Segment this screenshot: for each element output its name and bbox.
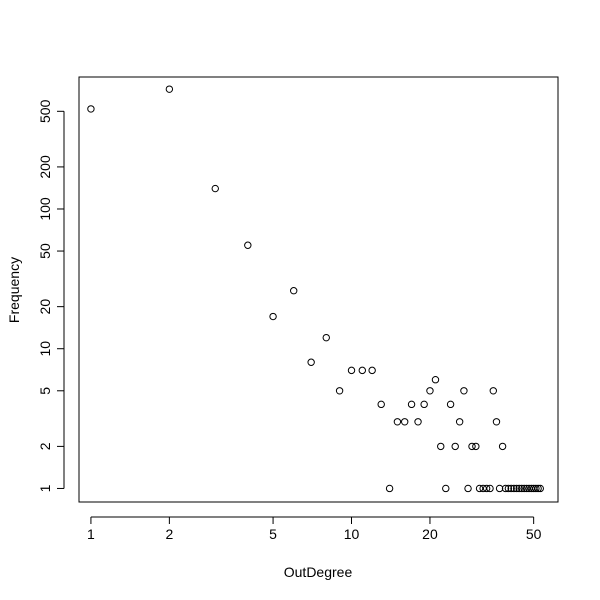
data-point	[489, 387, 497, 395]
data-point	[307, 358, 315, 366]
data-point	[518, 484, 526, 493]
data-point	[87, 105, 95, 113]
data-point	[532, 484, 540, 493]
data-point	[368, 366, 376, 375]
data-point	[504, 484, 513, 493]
data-point	[507, 484, 515, 493]
x-tick-label: 1	[87, 526, 95, 542]
data-point	[269, 312, 277, 321]
y-axis: 1 2 5 10 20 50 100 200 500	[37, 99, 65, 492]
y-tick-label: 2	[37, 442, 53, 450]
data-point	[358, 366, 366, 375]
data-point	[347, 366, 356, 375]
data-point	[401, 418, 409, 426]
data-point	[446, 400, 455, 409]
y-axis-title: Frequency	[6, 257, 22, 323]
data-point	[414, 418, 422, 426]
data-point	[475, 484, 484, 493]
y-tick-label: 1	[37, 484, 53, 492]
data-point	[426, 387, 434, 395]
data-point	[486, 484, 494, 493]
x-tick-label: 5	[269, 526, 277, 542]
data-point	[498, 442, 507, 451]
data-point	[431, 376, 440, 384]
x-tick-label: 50	[526, 526, 542, 542]
data-point	[536, 484, 544, 493]
data-point	[442, 484, 450, 493]
data-point	[211, 184, 219, 193]
data-point	[522, 484, 531, 493]
data-point	[407, 400, 416, 409]
data-point	[534, 484, 542, 493]
data-point	[377, 400, 385, 409]
data-point	[472, 442, 480, 451]
data-point	[501, 484, 510, 493]
data-point	[468, 442, 476, 451]
x-tick-label: 20	[422, 526, 438, 542]
data-point	[515, 484, 523, 493]
data-points	[87, 85, 544, 493]
data-point	[385, 484, 394, 493]
data-point	[437, 442, 445, 451]
y-tick-label: 20	[37, 299, 53, 315]
plot-frame	[78, 76, 559, 503]
data-point	[451, 442, 459, 451]
data-point	[464, 484, 472, 493]
y-tick-label: 10	[37, 341, 53, 357]
y-tick-label: 200	[37, 155, 53, 179]
data-point	[290, 287, 298, 295]
data-point	[482, 484, 491, 493]
data-point	[393, 418, 402, 426]
data-point	[455, 418, 464, 426]
data-point	[322, 333, 330, 342]
x-axis-title: OutDegree	[284, 564, 353, 580]
x-tick-label: 2	[165, 526, 173, 542]
y-tick-label: 50	[37, 243, 53, 259]
data-point	[460, 387, 468, 395]
data-point	[510, 484, 518, 493]
x-tick-label: 10	[344, 526, 360, 542]
x-axis: 1 2 5 10 20 50	[87, 516, 542, 542]
y-tick-label: 100	[37, 197, 53, 221]
y-tick-label: 500	[37, 99, 53, 123]
data-point	[335, 387, 344, 395]
data-point	[165, 85, 174, 93]
y-tick-label: 5	[37, 387, 53, 395]
data-point	[512, 484, 521, 493]
data-point	[495, 484, 504, 493]
data-point	[520, 484, 528, 493]
data-point	[492, 418, 501, 426]
data-point	[420, 400, 428, 409]
data-point	[244, 241, 252, 249]
